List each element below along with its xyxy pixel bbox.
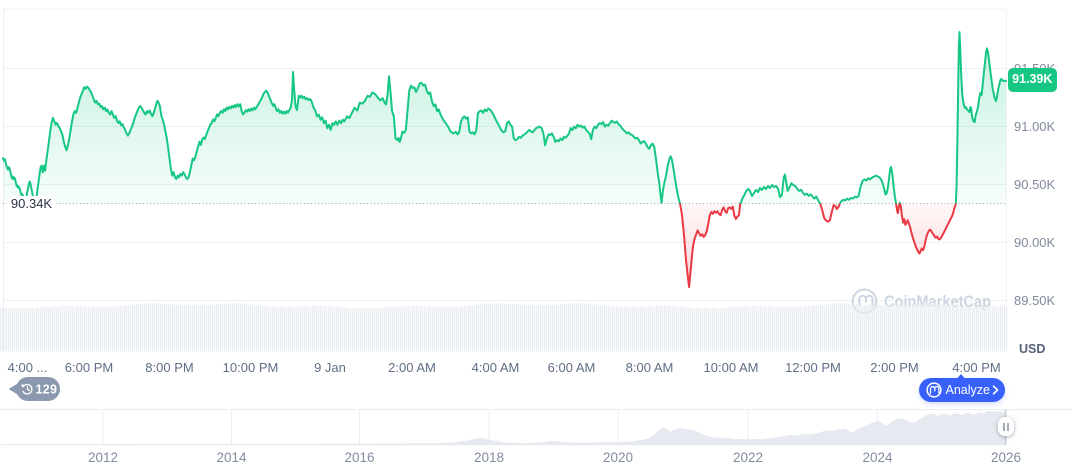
svg-text:129: 129: [36, 383, 58, 397]
